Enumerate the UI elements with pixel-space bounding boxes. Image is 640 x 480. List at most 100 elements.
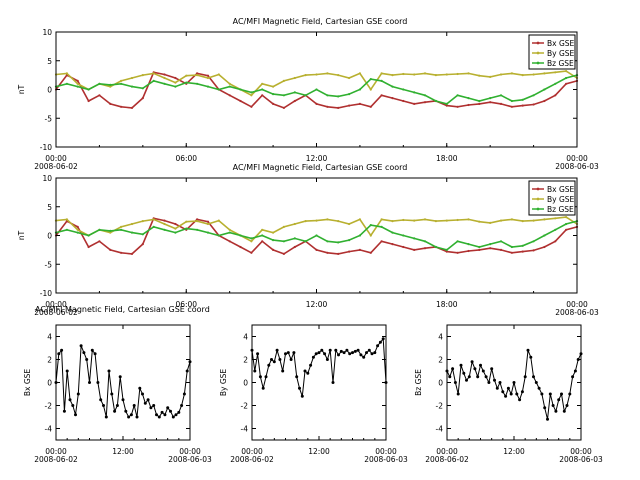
data-point [282,225,285,228]
data-point [185,369,189,373]
data-point [113,409,117,413]
data-point [315,248,318,251]
legend-entry: Bx GSE [547,39,575,48]
data-point [467,249,470,253]
data-point [339,349,343,353]
data-point [413,73,416,76]
data-point [304,240,307,243]
data-point [380,72,383,75]
data-point [448,375,452,379]
data-point [217,88,220,91]
data-point [130,252,134,255]
data-point [476,375,480,379]
legend-marker [536,51,540,55]
data-point [62,409,66,413]
data-point [499,248,503,251]
data-point [98,228,101,231]
data-point [109,85,112,88]
data-point [272,248,275,251]
data-point [391,74,394,77]
data-point [292,351,296,355]
data-point [120,82,123,85]
data-point [548,392,552,396]
data-point [141,97,144,100]
data-point [160,410,164,414]
data-point [250,237,253,240]
y-tick-label: 0 [47,232,52,241]
data-point [571,375,575,379]
data-point [326,218,329,221]
data-point [554,240,557,243]
data-point [378,340,382,344]
data-point [402,88,405,91]
data-point [206,76,210,80]
data-point [554,217,557,220]
data-point [543,72,546,75]
data-point [565,216,568,219]
data-point [543,218,546,221]
data-point [391,220,394,223]
data-point [423,218,427,221]
data-point [206,231,210,234]
data-point [499,94,503,97]
y-tick-label: 5 [47,203,52,212]
data-point [358,248,361,251]
data-point [152,79,155,82]
data-point [473,367,477,371]
x-tick-sublabel: 2008-06-02 [425,455,469,464]
data-point [196,218,199,221]
data-point [300,394,304,398]
data-point [315,88,318,91]
y-tick-label: -10 [40,143,52,152]
x-tick-label: 18:00 [436,154,458,163]
plot-frame [251,324,387,441]
data-point [120,105,123,108]
data-point [109,102,112,105]
data-point [423,72,427,75]
data-point [163,76,166,80]
data-point [540,392,544,396]
legend-marker [536,41,540,45]
data-point [293,222,296,226]
data-point [98,240,101,243]
data-point [261,82,264,85]
data-point [456,251,459,254]
series-line-data [446,350,582,420]
data-point [293,99,296,103]
data-point [521,244,524,247]
x-tick-label: 00:00 [179,447,201,456]
data-point [152,72,155,75]
data-point [423,247,427,250]
data-point [163,73,166,76]
data-point [120,225,123,228]
data-point [152,225,155,228]
data-point [348,104,351,107]
data-point [568,392,572,396]
data-point [320,348,324,352]
data-point [57,352,61,356]
data-point [239,99,242,103]
x-tick-label: 12:00 [112,447,134,456]
data-point [453,381,457,384]
data-point [315,219,318,222]
data-point [358,102,361,105]
data-point [129,413,133,417]
data-point [206,85,210,88]
data-point [206,74,210,77]
data-point [239,245,242,249]
data-point [149,406,153,410]
data-point [456,72,459,76]
data-point [490,367,494,371]
data-point [121,398,125,402]
data-point [118,375,122,379]
data-point [141,220,144,223]
data-point [152,218,155,221]
data-point [157,415,161,419]
y-tick-label: 10 [42,174,52,183]
data-point [337,252,340,255]
data-point [315,73,318,76]
data-point [65,218,68,221]
data-point [459,363,463,367]
data-point [163,228,166,231]
data-point [115,404,119,407]
